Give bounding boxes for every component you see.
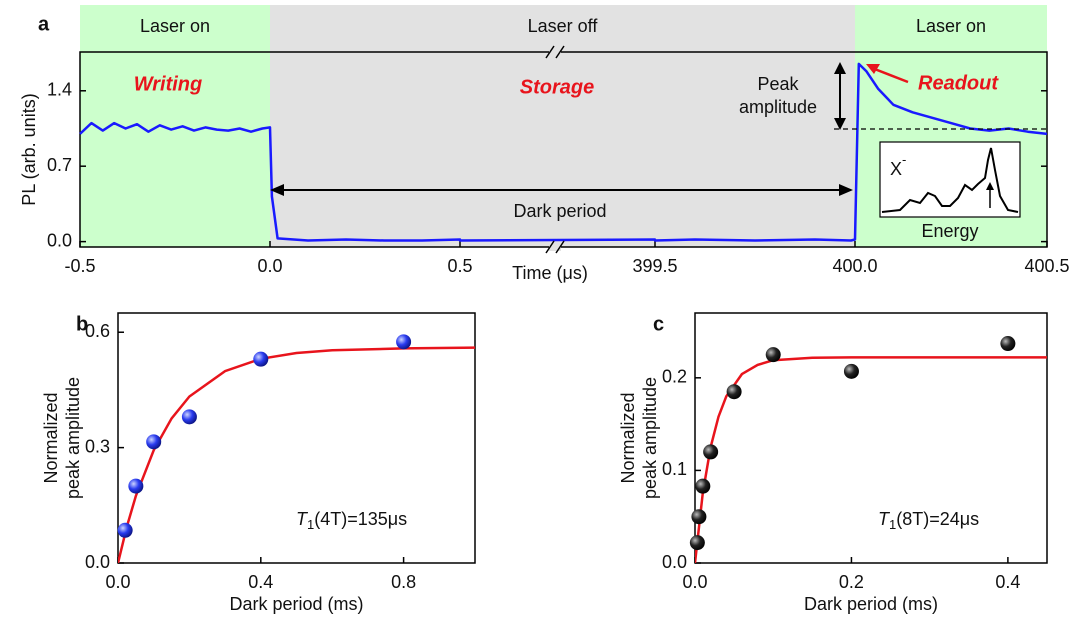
readout-arrow-head <box>866 64 880 74</box>
y-tick-label: 0.2 <box>662 367 687 387</box>
y-tick-label: 0.0 <box>662 552 687 572</box>
y-tick-label: 0.1 <box>662 459 687 479</box>
data-point <box>695 478 711 494</box>
fit-symbol: T <box>296 509 309 529</box>
y-tick-label: 0.7 <box>47 155 72 175</box>
fit-curve <box>695 356 1047 563</box>
readout-arrow <box>871 66 909 84</box>
x-axis-label: Dark period (ms) <box>804 594 938 614</box>
data-point <box>128 478 144 494</box>
x-axis-label: Time (μs) <box>512 263 588 283</box>
annotation-dark: Dark period <box>513 201 606 221</box>
x-tick-label: 0.5 <box>447 256 472 276</box>
axis-break <box>545 45 565 59</box>
plot-frame <box>79 51 1048 248</box>
y-axis-label: Normalized peak amplitude <box>618 377 660 499</box>
data-point <box>1000 336 1016 352</box>
x-tick-label: 0.2 <box>839 572 864 592</box>
data-point <box>691 509 707 525</box>
plot-frame <box>694 312 1048 564</box>
panel-label: a <box>38 13 50 35</box>
region-label: Laser off <box>528 16 599 36</box>
region <box>270 5 855 247</box>
plot-frame <box>117 312 476 564</box>
inset-label: X- <box>890 152 906 178</box>
annotation-storage: Storage <box>520 76 594 98</box>
fit-symbol: T <box>878 509 891 529</box>
x-tick-label: 400.5 <box>1024 256 1069 276</box>
data-point <box>689 535 705 551</box>
axis-break-gap <box>549 48 561 56</box>
region-label: Laser on <box>916 16 986 36</box>
y-tick-label: 0.3 <box>85 436 110 456</box>
y-axis-label-line: Normalized <box>41 392 61 483</box>
y-tick-label: 1.4 <box>47 80 72 100</box>
inset-xlabel: Energy <box>921 221 978 241</box>
y-axis-label-line: peak amplitude <box>63 377 83 499</box>
fit-subscript: 1 <box>307 517 314 532</box>
data-point <box>726 384 742 400</box>
annotation-writing: Writing <box>134 73 203 95</box>
data-point <box>396 334 412 350</box>
x-tick-label: 0.4 <box>248 572 273 592</box>
x-tick-label: 0.0 <box>257 256 282 276</box>
fit-text: (8T)=24μs <box>896 509 979 529</box>
region-label: Laser on <box>140 16 210 36</box>
fit-curve <box>118 346 475 563</box>
fit-text: (4T)=135μs <box>314 509 407 529</box>
x-axis-label: Dark period (ms) <box>229 594 363 614</box>
x-tick-label: 0.0 <box>105 572 130 592</box>
x-tick-label: 399.5 <box>632 256 677 276</box>
annotation-peak: Peak <box>757 74 799 94</box>
y-axis-label: PL (arb. units) <box>19 93 39 205</box>
data-point <box>253 351 269 367</box>
fit-annotation: T1(8T)=24μs <box>878 509 979 533</box>
annotation-readout: Readout <box>918 72 999 94</box>
panel-label: b <box>76 313 88 335</box>
panel-label: c <box>653 313 664 335</box>
annotation-peak: amplitude <box>739 97 817 117</box>
inset-spectrum <box>881 147 1019 213</box>
data-point <box>146 434 162 450</box>
inset-label-main: X <box>890 159 902 179</box>
data-point <box>765 347 781 363</box>
y-axis-label-line: Normalized <box>618 392 638 483</box>
axis-break-gap <box>549 243 561 251</box>
data-point <box>117 522 133 538</box>
x-tick-label: 0.8 <box>391 572 416 592</box>
y-axis-label: Normalized peak amplitude <box>41 377 83 499</box>
y-tick-label: 0.0 <box>47 230 72 250</box>
data-point <box>843 363 859 379</box>
axis-break <box>545 240 565 254</box>
inset-label-sup: - <box>902 152 906 167</box>
data-point <box>181 409 197 425</box>
x-tick-label: -0.5 <box>64 256 95 276</box>
x-tick-label: 0.4 <box>995 572 1020 592</box>
y-axis-label-line: peak amplitude <box>640 377 660 499</box>
y-tick-label: 0.6 <box>85 321 110 341</box>
y-tick-label: 0.0 <box>85 552 110 572</box>
fit-subscript: 1 <box>889 517 896 532</box>
pl-trace <box>79 62 1048 242</box>
fit-annotation: T1(4T)=135μs <box>296 509 407 533</box>
inset-arrow-head <box>986 182 994 190</box>
x-tick-label: 0.0 <box>682 572 707 592</box>
x-tick-label: 400.0 <box>832 256 877 276</box>
data-point <box>703 444 719 460</box>
